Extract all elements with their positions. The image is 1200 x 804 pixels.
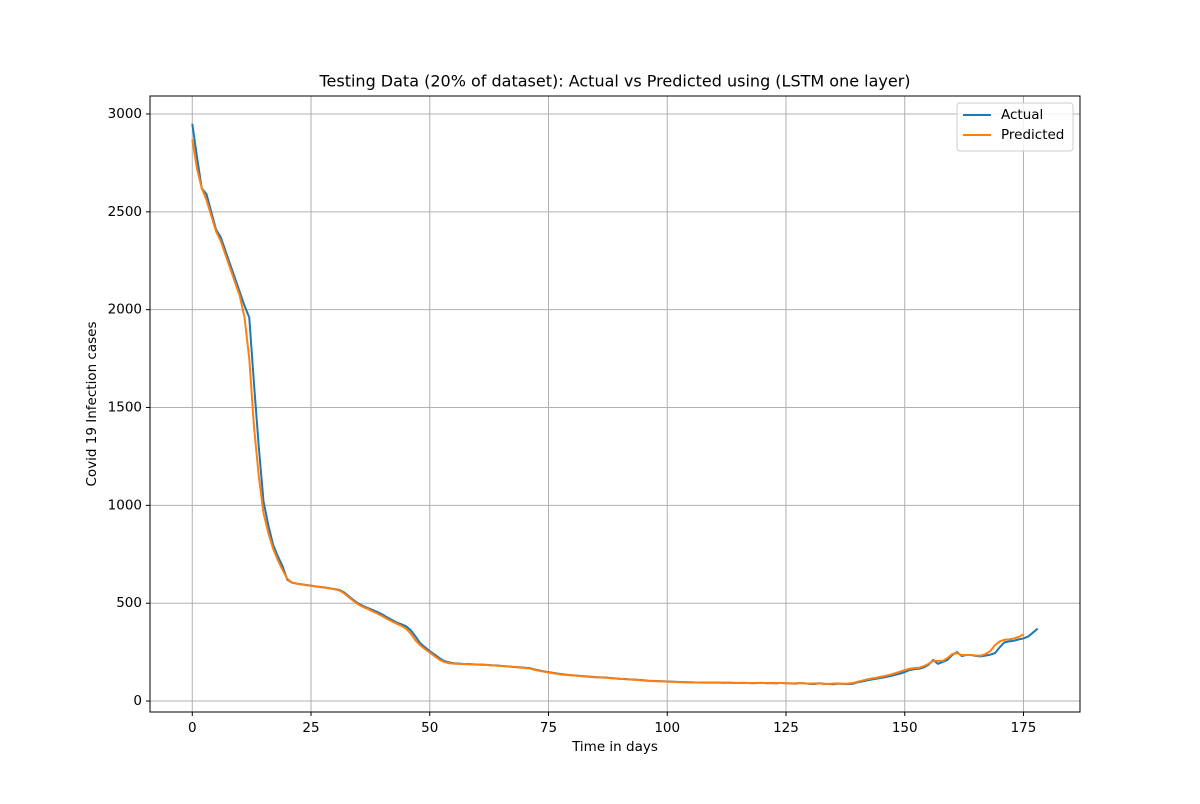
x-tick-label: 175 xyxy=(1011,720,1037,736)
series-line xyxy=(191,123,1039,686)
y-tick-label: 1500 xyxy=(108,400,142,416)
legend-label: Predicted xyxy=(1001,127,1064,143)
y-axis-label: Covid 19 Infection cases xyxy=(84,322,100,487)
x-tick-label: 75 xyxy=(540,720,557,736)
x-axis-label: Time in days xyxy=(571,739,658,755)
x-tick-label: 125 xyxy=(773,720,799,736)
legend-label: Actual xyxy=(1001,107,1043,123)
legend: Actual Predicted xyxy=(956,102,1074,152)
chart-title: Testing Data (20% of dataset): Actual vs… xyxy=(318,72,910,91)
x-tick-label: 0 xyxy=(188,720,197,736)
x-tick-label: 150 xyxy=(892,720,918,736)
x-tick-label: 50 xyxy=(421,720,438,736)
plot-frame xyxy=(149,95,1081,713)
y-tick-label: 3000 xyxy=(108,106,142,122)
y-tick-label: 0 xyxy=(133,693,142,709)
y-tick-label: 500 xyxy=(116,595,142,611)
y-tick-label: 2000 xyxy=(108,302,142,318)
y-tick-label: 2500 xyxy=(108,204,142,220)
y-tick-label: 1000 xyxy=(108,497,142,513)
x-tick-label: 25 xyxy=(302,720,319,736)
x-tick-label: 100 xyxy=(654,720,680,736)
series-line xyxy=(191,139,1024,685)
